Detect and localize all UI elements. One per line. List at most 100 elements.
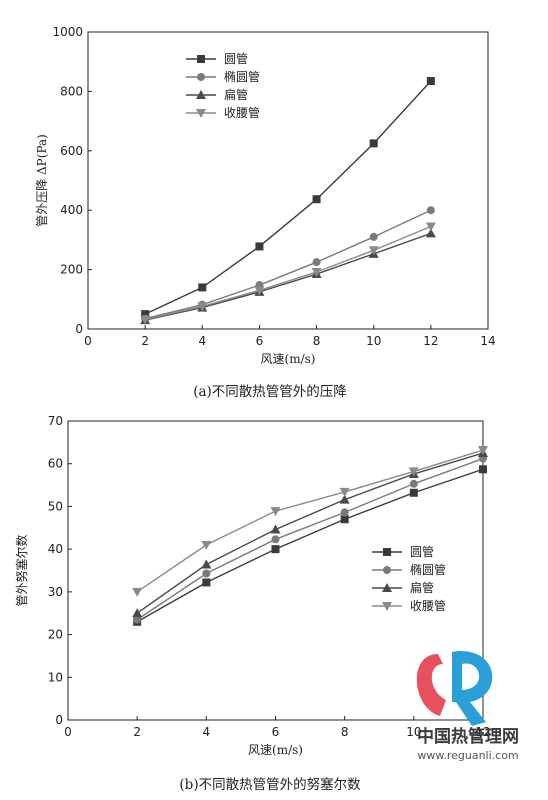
chart-b-ytick-label: 40 <box>48 542 63 556</box>
chart-a-legend-marker <box>197 55 205 63</box>
chart-b-data-point <box>339 494 350 504</box>
chart-a-legend-label: 收腰管 <box>224 105 260 120</box>
chart-b-series-line-3 <box>136 452 484 614</box>
chart-b-data-point <box>340 515 349 524</box>
chart-b-xtick-label: 2 <box>133 725 141 739</box>
chart-a-legend-label: 扁管 <box>224 87 248 102</box>
chart-a-y-axis-label: 管外压降 ΔP(Pa) <box>34 134 49 227</box>
watermark-logo <box>416 650 493 726</box>
chart-a-xtick-label: 14 <box>480 334 495 348</box>
chart-b-legend-marker <box>382 583 392 592</box>
chart-a: 0 2 4 6 8 10 12 14 0 200 400 600 800 1000 风速(m/s) 管外压降 … <box>34 25 496 366</box>
chart-a-data-point <box>368 246 379 256</box>
chart-b-data-point <box>132 587 143 597</box>
chart-b-data-point <box>201 559 212 569</box>
chart-b-caption: (b)不同散热管管外的努塞尔数 <box>179 776 361 793</box>
watermark-name: 中国热管理网 <box>417 726 519 747</box>
chart-b-data-point <box>340 508 349 517</box>
chart-b-data-point <box>271 535 280 544</box>
chart-a-data-point <box>369 232 378 241</box>
chart-b-data-point <box>132 608 143 618</box>
chart-a-xtick-label: 4 <box>198 334 206 348</box>
chart-b-legend-marker <box>383 566 391 574</box>
chart-b-data-point <box>409 488 418 497</box>
chart-a-legend-marker <box>196 90 206 99</box>
chart-b-xtick-label: 0 <box>64 725 72 739</box>
chart-a-caption: (a)不同散热管管外的压降 <box>193 384 347 400</box>
chart-a-plot-frame <box>87 31 489 330</box>
chart-b-data-point <box>202 578 211 587</box>
chart-b-ytick-label: 0 <box>55 713 63 727</box>
chart-b-ytick-label: 20 <box>48 628 63 642</box>
logo-red-shape <box>416 654 446 716</box>
chart-a-ytick-label: 1000 <box>52 25 83 39</box>
chart-a-series-line-4 <box>144 225 432 321</box>
chart-a-legend-marker <box>197 73 205 81</box>
chart-b-ytick-label: 50 <box>48 499 63 513</box>
chart-a-xtick-label: 8 <box>313 334 321 348</box>
chart-a-xtick-label: 12 <box>423 334 438 348</box>
chart-a-data-point <box>198 283 207 292</box>
chart-a-xtick-label: 6 <box>256 334 264 348</box>
chart-a-data-point <box>197 302 208 312</box>
chart-b-data-point <box>202 569 211 578</box>
chart-b-legend-label: 圆管 <box>410 544 434 559</box>
chart-a-data-point <box>312 258 321 267</box>
chart-b-data-point <box>270 507 281 517</box>
chart-a-data-point <box>426 77 435 86</box>
chart-a-ytick-label: 800 <box>60 84 83 98</box>
chart-a-data-point <box>141 310 150 319</box>
chart-b-series-line-1 <box>136 468 484 623</box>
chart-b-data-point <box>133 615 142 624</box>
chart-a-legend-label: 圆管 <box>224 51 248 66</box>
watermark-url: www.reguanli.com <box>417 749 518 762</box>
chart-b-legend-label: 椭圆管 <box>410 562 446 577</box>
chart-a-xtick-label: 0 <box>84 334 92 348</box>
chart-a-data-point <box>254 286 265 296</box>
chart-b-xtick-label: 8 <box>341 725 349 739</box>
chart-b-data-point <box>339 487 350 497</box>
chart-a-series-line-1 <box>144 80 432 315</box>
chart-b: 0 2 4 6 8 10 12 0 10 20 30 40 50 60 70 风速(m/s) 管外努塞尔数 圆管椭… <box>14 414 491 757</box>
chart-b-xtick-label: 4 <box>203 725 211 739</box>
chart-a-data-point <box>369 139 378 148</box>
chart-a-data-point <box>140 315 151 325</box>
chart-b-x-axis-label: 风速(m/s) <box>248 743 303 757</box>
chart-a-ytick-label: 200 <box>60 263 83 277</box>
chart-a-xtick-label: 2 <box>141 334 149 348</box>
chart-a-data-point <box>312 195 321 204</box>
chart-b-ytick-label: 70 <box>48 414 63 428</box>
chart-a-xtick-label: 10 <box>366 334 381 348</box>
chart-a-data-point <box>425 228 436 238</box>
chart-b-data-point <box>408 467 419 477</box>
chart-b-data-point <box>409 479 418 488</box>
chart-b-ytick-label: 10 <box>48 670 63 684</box>
chart-b-legend-label: 扁管 <box>410 580 434 595</box>
chart-a-ytick-label: 600 <box>60 144 83 158</box>
chart-a-data-point <box>255 242 264 251</box>
chart-b-ytick-label: 60 <box>48 457 63 471</box>
chart-b-xtick-label: 10 <box>406 725 421 739</box>
chart-a-series-line-2 <box>144 209 432 320</box>
chart-b-y-axis-label: 管外努塞尔数 <box>14 534 29 606</box>
chart-b-legend-marker <box>382 602 392 611</box>
chart-b-xtick-label: 6 <box>272 725 280 739</box>
chart-b-legend-label: 收腰管 <box>410 598 446 613</box>
chart-a-x-axis-label: 风速(m/s) <box>261 352 316 366</box>
chart-b-legend-marker <box>383 548 391 556</box>
chart-b-series-line-4 <box>136 449 484 593</box>
chart-b-data-point <box>271 545 280 554</box>
chart-b-data-point <box>479 465 487 474</box>
chart-a-data-point <box>425 222 436 232</box>
chart-b-data-point <box>201 540 212 550</box>
logo-blue-shape <box>452 650 493 726</box>
chart-b-ytick-label: 30 <box>48 585 63 599</box>
chart-a-data-point <box>426 206 435 215</box>
chart-b-data-point <box>478 446 488 456</box>
chart-a-data-point <box>311 267 322 277</box>
chart-b-xtick-label: 12 <box>475 725 490 739</box>
chart-a-legend-marker <box>196 109 206 118</box>
chart-a-ytick-label: 400 <box>60 203 83 217</box>
chart-b-data-point <box>270 524 281 534</box>
